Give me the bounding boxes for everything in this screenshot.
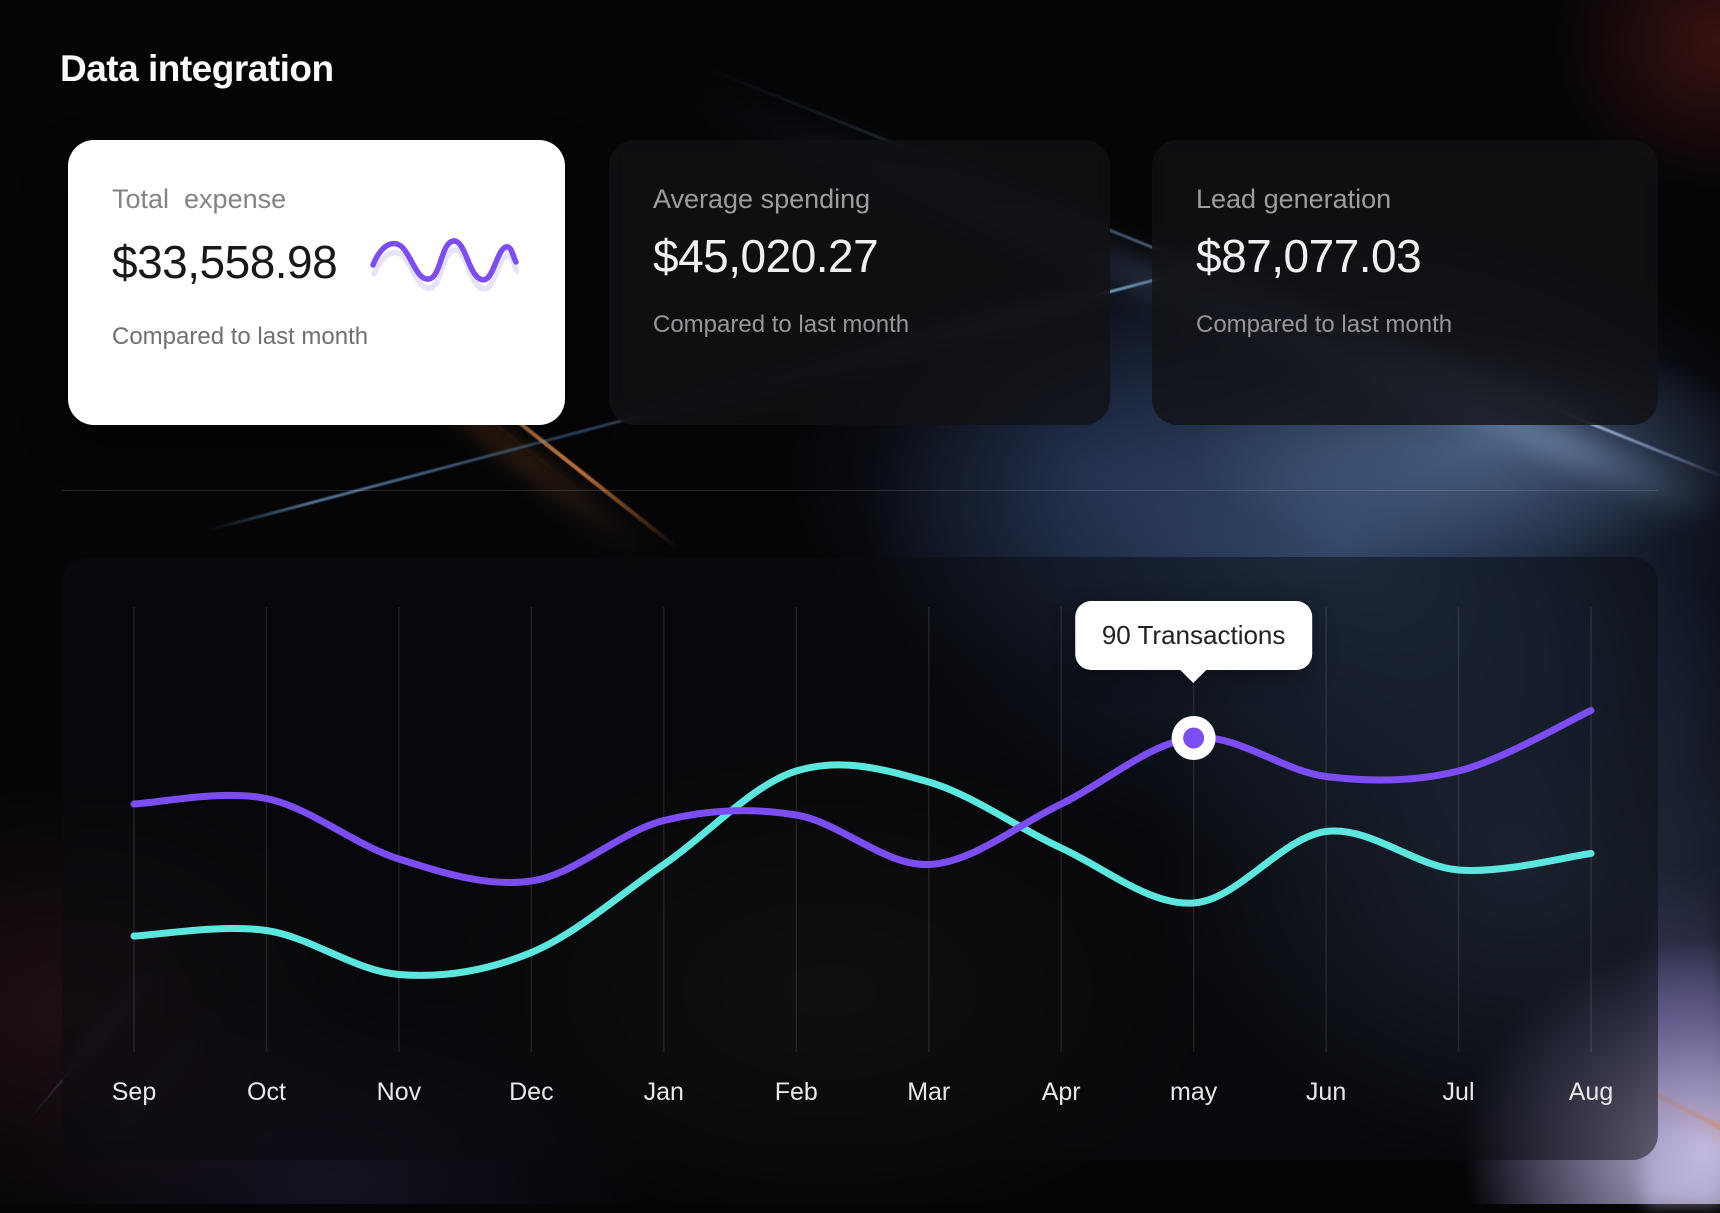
highlight-marker-dot[interactable] [1183,727,1205,749]
card-total-expense[interactable]: Total expense $33,558.98 Compared to las… [68,140,565,425]
x-axis-label: Jun [1306,1078,1346,1106]
x-axis-label: Aug [1569,1078,1613,1106]
card-note: Compared to last month [1196,311,1453,338]
card-note: Compared to last month [112,323,369,350]
card-lead-generation[interactable]: Lead generation $87,077.03 Compared to l… [1152,140,1658,425]
page-title: Data integration [60,48,334,89]
x-axis-label: Jul [1443,1078,1475,1106]
section-divider [62,490,1658,491]
card-note: Compared to last month [653,311,910,338]
card-value: $87,077.03 [1196,230,1422,282]
x-axis-label: may [1170,1078,1218,1106]
x-axis-label: Apr [1042,1078,1081,1106]
x-axis-label: Nov [377,1078,422,1106]
card-average-spending[interactable]: Average spending $45,020.27 Compared to … [609,140,1110,425]
transactions-chart: Sep Oct Nov Dec Jan Feb Mar Apr may Jun Jul Aug [112,607,1613,1106]
chart-tooltip: 90 Transactions [1074,601,1313,670]
series-line-transactions-teal [130,761,1595,979]
x-axis-label: Sep [112,1078,156,1106]
x-axis-label: Feb [775,1078,818,1106]
card-label: Total expense [112,184,287,214]
x-axis-label: Mar [907,1078,950,1106]
card-label: Average spending [653,184,871,214]
x-axis-label: Oct [247,1078,286,1106]
sparkline-icon [370,238,520,292]
series-line-transactions-purple [130,707,1595,887]
x-axis-label: Jan [644,1078,684,1106]
card-label: Lead generation [1196,184,1392,214]
card-value: $45,020.27 [653,230,879,282]
tooltip-label: 90 Transactions [1101,620,1286,650]
chart-panel: Sep Oct Nov Dec Jan Feb Mar Apr may Jun Jul Aug 90 … [62,557,1658,1160]
card-value: $33,558.98 [112,236,338,288]
background-corner-orange-streak [1650,1090,1720,1204]
x-axis-label: Dec [509,1078,553,1106]
